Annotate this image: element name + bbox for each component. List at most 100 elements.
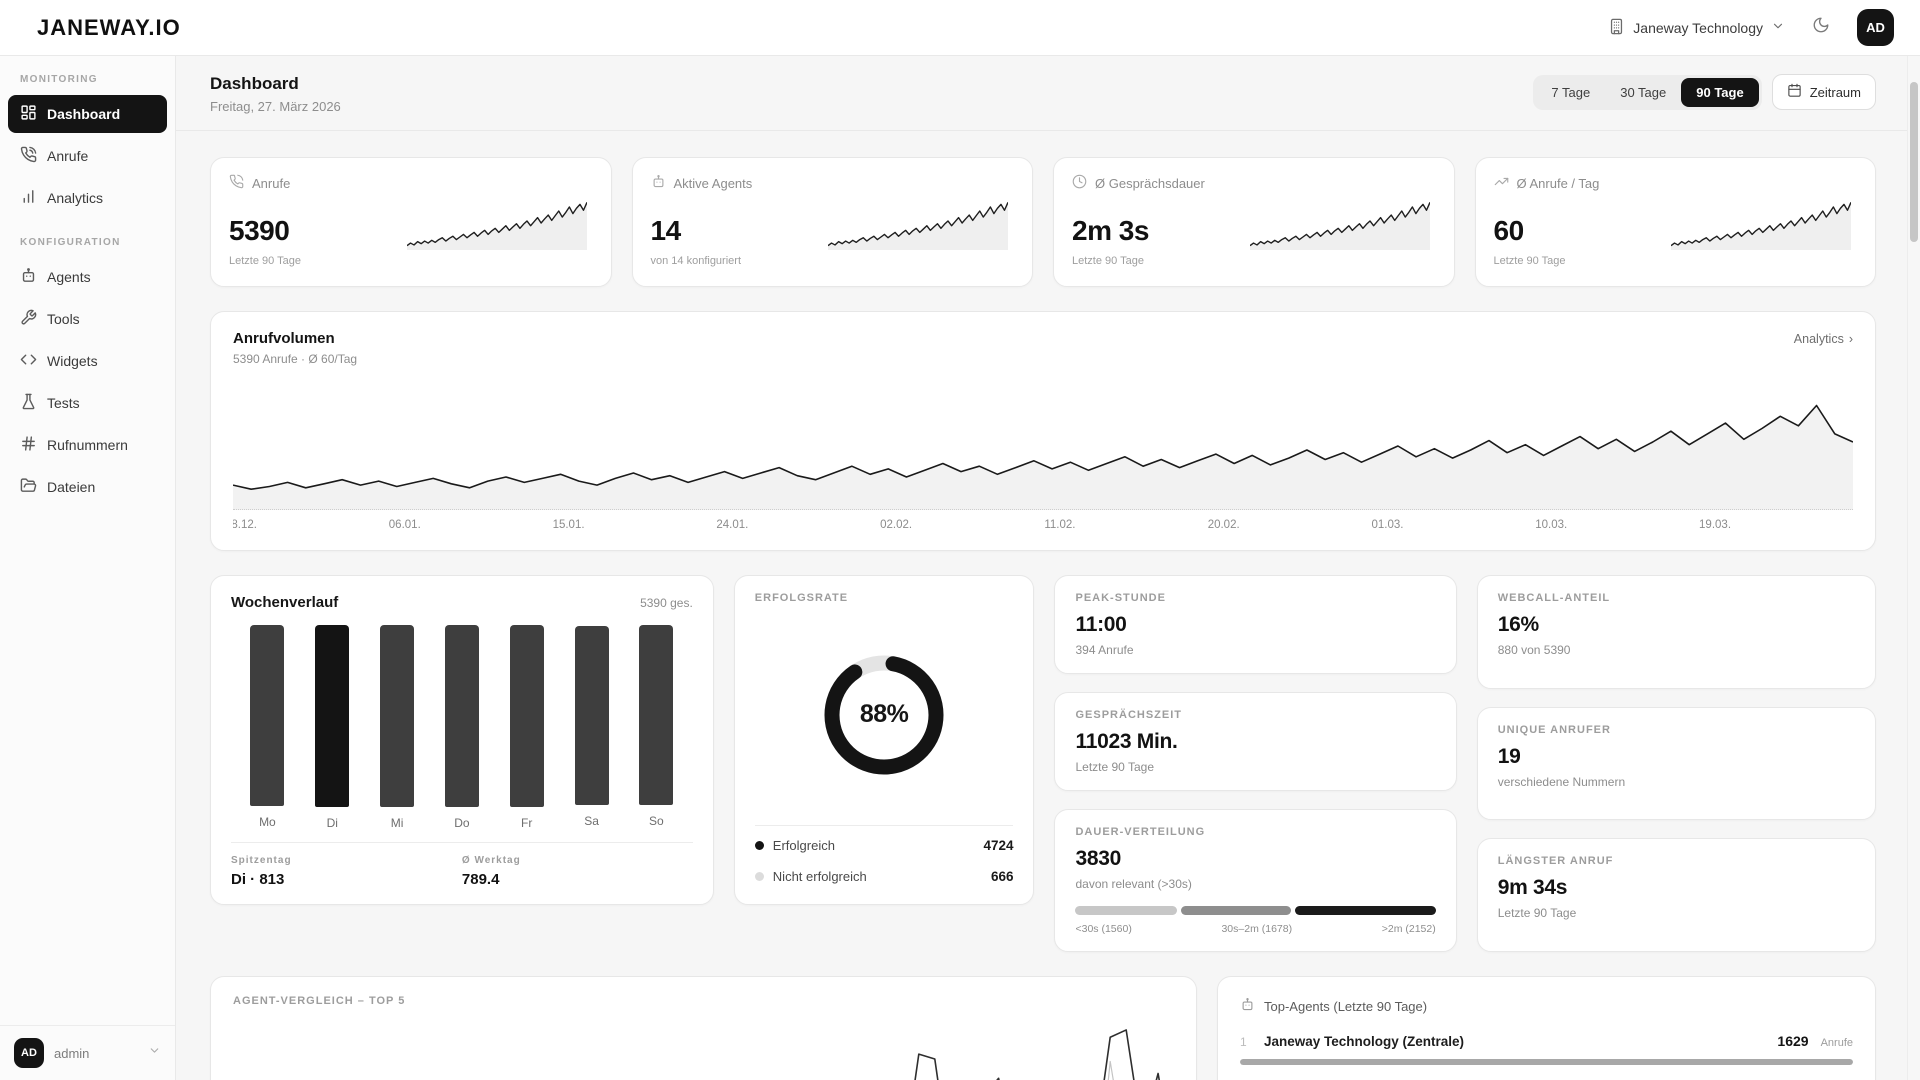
x-axis-tick-label: 02.02. <box>880 519 913 531</box>
agent-vergleich-card: Agent-Vergleich – Top 5 <box>210 976 1197 1080</box>
sidebar-item-analytics[interactable]: Analytics <box>8 179 167 217</box>
sidebar-item-label: Tools <box>47 311 80 327</box>
distribution-label: 30s–2m (1678) <box>1221 923 1293 935</box>
sidebar-item-label: Widgets <box>47 353 98 369</box>
wochenverlauf-total: 5390 ges. <box>640 596 693 610</box>
dark-mode-toggle[interactable] <box>1805 12 1837 44</box>
bot-icon <box>1240 997 1255 1015</box>
week-bar-Fr: Fr <box>506 625 548 830</box>
folder-icon <box>20 477 37 497</box>
flask-icon <box>20 393 37 413</box>
stat-sub: davon relevant (>30s) <box>1075 877 1192 891</box>
wochenverlauf-bar-chart: Mo Di Mi Do Fr Sa So <box>231 611 693 830</box>
kpi-sub: Letzte 90 Tage <box>1072 255 1144 267</box>
agent-call-unit: Anrufe <box>1820 1037 1853 1049</box>
kpi-sparkline-chart <box>1671 198 1851 250</box>
week-bar-Di: Di <box>311 625 353 830</box>
page-scrollbar <box>1907 56 1920 1080</box>
dashboard-icon <box>20 104 37 124</box>
distribution-label: >2m (2152) <box>1381 923 1436 935</box>
top-agents-card: Top-Agents (Letzte 90 Tage) 1 Janeway Te… <box>1217 976 1876 1080</box>
sidebar-item-agents[interactable]: Agents <box>8 258 167 296</box>
chevron-right-icon: › <box>1848 332 1853 346</box>
dauer-verteilung-labels: <30s (1560) 30s–2m (1678) >2m (2152) <box>1075 923 1435 935</box>
kpi-label: Anrufe <box>252 175 291 191</box>
week-bar-Mi: Mi <box>376 625 418 830</box>
top-agent-row-1: 1 Janeway Technology (Zentrale) 1629 Anr… <box>1240 1021 1853 1067</box>
range-90-tage-button[interactable]: 90 Tage <box>1681 77 1759 107</box>
date-range-segmented: 7 Tage 30 Tage 90 Tage <box>1533 74 1762 110</box>
stat-label: Webcall-Anteil <box>1497 592 1611 604</box>
kpi-card-anrufe: Anrufe 5390 Letzte 90 Tage <box>210 157 612 287</box>
sidebar-item-anrufe[interactable]: Anrufe <box>8 137 167 175</box>
scrollbar-thumb[interactable] <box>1910 82 1918 242</box>
sidebar-item-dateien[interactable]: Dateien <box>8 468 167 506</box>
anrufvolumen-x-axis: 28.12. 06.01. 15.01. 24.01. 02.02. 11.02. 20.0… <box>233 510 1853 538</box>
user-avatar[interactable]: AD <box>1857 9 1894 46</box>
hash-icon <box>20 435 37 455</box>
bar-label: Mi <box>390 815 404 830</box>
stat-label: Peak-Stunde <box>1075 592 1166 604</box>
bar-label: So <box>649 814 664 829</box>
analytics-icon <box>20 188 37 208</box>
x-axis-tick-label: 11.02. <box>1044 519 1076 531</box>
sidebar-item-dashboard[interactable]: Dashboard <box>8 95 167 133</box>
kpi-sparkline-chart <box>406 198 587 250</box>
bar <box>574 625 609 805</box>
stat-sub: 880 von 5390 <box>1497 643 1571 657</box>
werktag-value: 789.4 <box>461 871 500 888</box>
moon-icon <box>1812 16 1830 39</box>
anrufvolumen-subtitle: 5390 Anrufe · Ø 60/Tag <box>233 352 358 366</box>
kpi-sub: Letzte 90 Tage <box>1493 255 1566 267</box>
org-switcher[interactable]: Janeway Technology <box>1608 18 1785 38</box>
user-avatar-small: AD <box>14 1038 44 1068</box>
erfolgsrate-percent: 88% <box>859 700 909 728</box>
custom-range-button[interactable]: Zeitraum <box>1771 74 1876 110</box>
bar <box>380 625 415 807</box>
bot-icon <box>20 267 37 287</box>
agent-bar-fill <box>1240 1059 1853 1065</box>
calendar-icon <box>1787 83 1802 101</box>
kpi-sub: Letzte 90 Tage <box>229 255 301 267</box>
sidebar-item-label: Analytics <box>47 190 104 206</box>
sidebar-user-menu[interactable]: AD admin <box>0 1025 175 1080</box>
agent-rank: 1 <box>1240 1035 1247 1049</box>
sidebar-section-konfiguration: Konfiguration <box>20 237 121 248</box>
x-axis-tick-label: 06.01. <box>388 519 421 531</box>
building-icon <box>1608 18 1625 38</box>
sidebar-item-label: Rufnummern <box>47 437 128 453</box>
org-name: Janeway Technology <box>1633 19 1763 36</box>
kpi-sparkline-chart <box>1249 198 1430 250</box>
page-header: Dashboard Freitag, 27. März 2026 7 Tage … <box>176 56 1920 131</box>
bar <box>509 625 544 807</box>
sidebar-item-label: Dashboard <box>47 106 121 122</box>
wrench-icon <box>20 309 37 329</box>
spitzentag-label: Spitzentag <box>231 855 292 866</box>
kpi-card-anrufe-pro-tag: Ø Anrufe / Tag 60 Letzte 90 Tage <box>1474 157 1876 287</box>
stat-value: 16% <box>1497 613 1539 636</box>
stat-value: 9m 34s <box>1497 876 1568 900</box>
range-7-tage-button[interactable]: 7 Tage <box>1551 84 1591 100</box>
stat-sub: Letzte 90 Tage <box>1075 760 1154 774</box>
sidebar-item-tools[interactable]: Tools <box>8 300 167 338</box>
range-30-tage-button[interactable]: 30 Tage <box>1620 84 1667 100</box>
distribution-segment <box>1181 906 1292 915</box>
page-title: Dashboard <box>210 74 299 93</box>
sidebar-item-tests[interactable]: Tests <box>8 384 167 422</box>
agent-bar-track <box>1240 1059 1853 1065</box>
anrufvolumen-chart <box>233 382 1853 510</box>
sidebar-item-rufnummern[interactable]: Rufnummern <box>8 426 167 464</box>
bar-label: Do <box>454 815 470 830</box>
chevron-down-icon <box>1771 19 1785 36</box>
bot-icon <box>651 174 666 192</box>
sidebar-item-widgets[interactable]: Widgets <box>8 342 167 380</box>
analytics-link[interactable]: Analytics › <box>1794 332 1853 346</box>
legend-label: Nicht erfolgreich <box>772 869 867 884</box>
app-logo: JANEWAY.IO <box>37 14 181 40</box>
spitzentag-value: Di · 813 <box>231 871 285 888</box>
erfolgsrate-title: Erfolgsrate <box>754 592 849 604</box>
kpi-value: 60 <box>1493 215 1525 246</box>
agent-vergleich-chart <box>233 1021 1174 1080</box>
unique-anrufer-card: Unique Anrufer 19 verschiedene Nummern <box>1476 706 1876 821</box>
trending-up-icon <box>1494 174 1509 192</box>
